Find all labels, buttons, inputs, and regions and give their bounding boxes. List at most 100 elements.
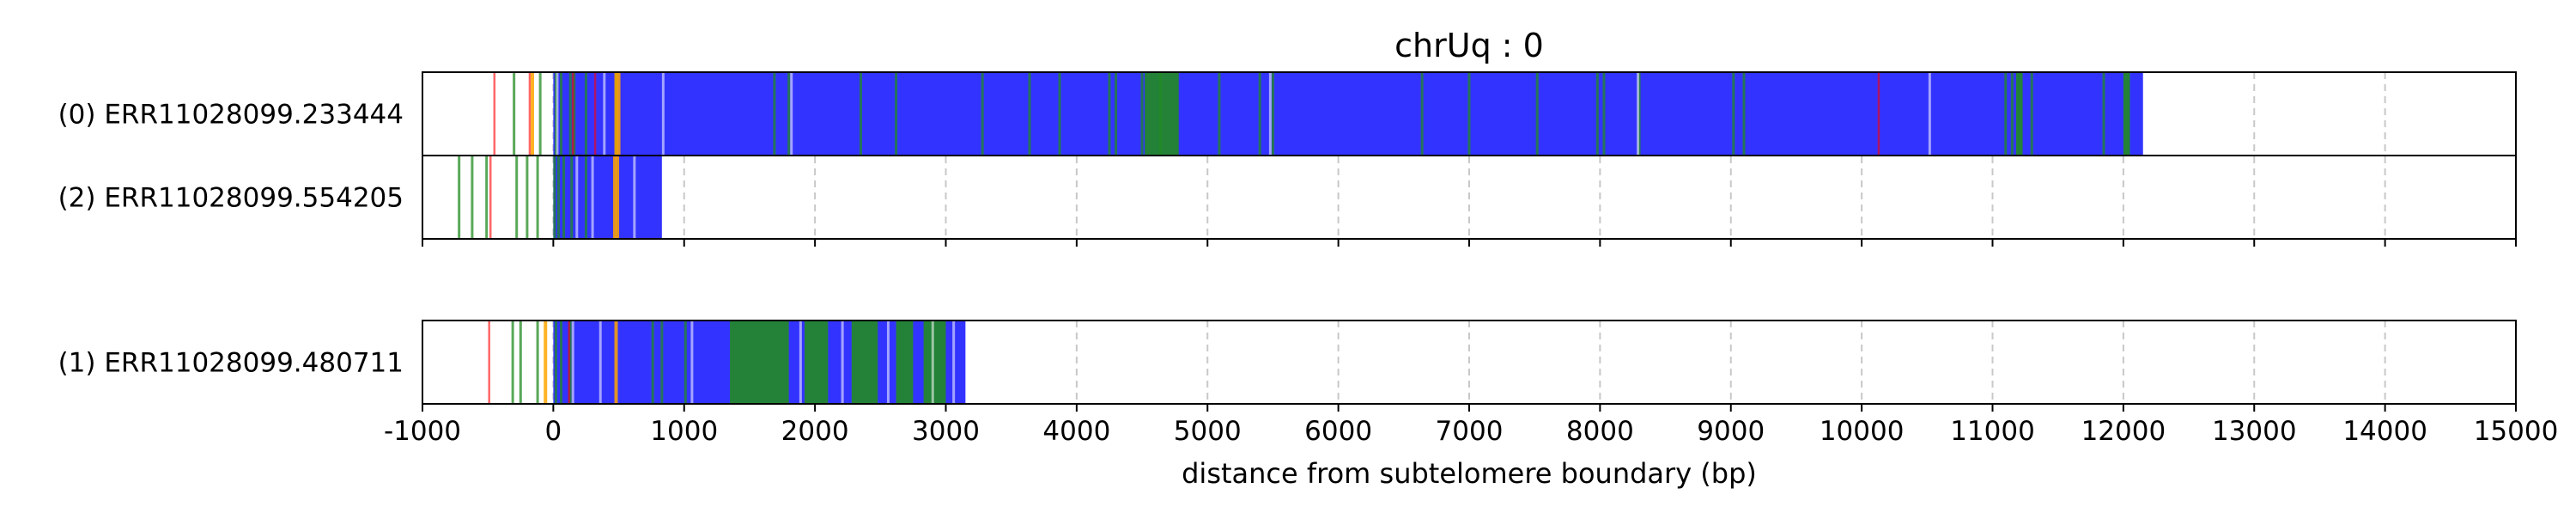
repeat-variant-tick [1732,72,1735,156]
x-tick-label: 5000 [1174,416,1242,447]
repeat-variant-tick [568,321,572,404]
repeat-variant-tick [2010,72,2014,156]
repeat-variant-span [896,321,914,404]
repeat-variant-tick [1140,72,1144,156]
repeat-variant-tick [683,321,687,404]
repeat-variant-tick [538,72,542,156]
gap-tick [931,321,934,404]
gap-tick [598,321,602,404]
repeat-variant-tick [553,156,556,239]
gap-tick [799,321,802,404]
telomeric-repeat-span [553,156,662,239]
mismatch-tick [1877,72,1880,156]
x-axis-label: distance from subtelomere boundary (bp) [1182,457,1757,490]
repeat-variant-tick [981,72,984,156]
gap-tick [952,321,956,404]
repeat-variant-tick [526,156,529,239]
repeat-variant-tick [536,321,539,404]
repeat-variant-tick [1602,72,1606,156]
repeat-variant-span [923,321,946,404]
gap-tick [1928,72,1931,156]
x-tick-label: 8000 [1566,416,1634,447]
insertion-tick [614,72,618,156]
repeat-variant-tick [554,72,557,156]
insertion-tick [616,156,620,239]
x-tick-label: 3000 [912,416,980,447]
gap-tick [571,321,574,404]
read-track: (0) ERR11028099.233444 [58,72,2143,156]
repeat-variant-tick [1467,72,1471,156]
gap-tick [633,156,636,239]
repeat-variant-span [730,321,789,404]
repeat-variant-tick [568,72,572,156]
x-tick-label: 1000 [650,416,718,447]
x-tick-label: -1000 [384,416,461,447]
repeat-variant-span [2123,72,2130,156]
mismatch-tick [493,72,496,156]
x-tick-label: 12000 [2081,416,2166,447]
repeat-variant-tick [511,321,514,404]
repeat-variant-tick [1115,72,1118,156]
repeat-variant-tick [560,321,563,404]
gap-tick [556,72,559,156]
read-label: (2) ERR11028099.554205 [58,183,404,214]
repeat-variant-tick [513,72,516,156]
gap-tick [575,156,579,239]
repeat-variant-tick [584,156,587,239]
repeat-variant-tick [573,72,576,156]
insertion-tick [617,72,621,156]
repeat-variant-tick [1218,72,1221,156]
repeat-variant-tick [895,72,898,156]
gap-tick [1637,72,1640,156]
repeat-variant-tick [1742,72,1746,156]
gap-tick [790,72,793,156]
repeat-variant-tick [1028,72,1031,156]
read-label: (0) ERR11028099.233444 [58,100,404,131]
gap-tick [661,72,665,156]
repeat-variant-tick [1637,72,1641,156]
x-tick-label: 11000 [1950,416,2035,447]
repeat-variant-span [851,321,878,404]
repeat-variant-tick [1420,72,1424,156]
repeat-variant-tick [1158,72,1162,156]
mismatch-tick [528,72,532,156]
gap-tick [841,321,844,404]
read-label: (1) ERR11028099.480711 [58,348,404,379]
repeat-variant-tick [1258,72,1261,156]
read-track: (1) ERR11028099.480711 [58,321,966,404]
x-tick-label: 10000 [1820,416,1905,447]
mismatch-tick [593,72,597,156]
gap-tick [886,321,890,404]
insertion-tick [544,321,548,404]
repeat-variant-tick [2004,72,2008,156]
x-tick-label: 14000 [2342,416,2427,447]
repeat-variant-tick [554,321,557,404]
repeat-variant-tick [556,156,560,239]
repeat-variant-tick [515,156,519,239]
repeat-variant-span [2015,72,2023,156]
repeat-variant-tick [1271,72,1274,156]
repeat-variant-tick [536,156,539,239]
gap-tick [603,72,606,156]
repeat-variant-tick [2030,72,2033,156]
mismatch-tick [489,156,492,239]
repeat-variant-tick [651,321,654,404]
repeat-variant-tick [519,321,522,404]
mismatch-tick [488,321,490,404]
repeat-variant-tick [471,156,474,239]
repeat-variant-tick [584,72,587,156]
repeat-variant-tick [660,321,664,404]
mismatch-tick [568,321,570,404]
insertion-tick [530,72,534,156]
x-tick-label: 13000 [2212,416,2297,447]
repeat-variant-tick [570,156,574,239]
x-tick-label: 7000 [1436,416,1504,447]
x-tick-label: 9000 [1697,416,1765,447]
chart-title: chrUq : 0 [1394,27,1544,64]
reads-layer: (0) ERR11028099.233444 (2) ERR11028099.55… [58,72,2143,404]
repeat-variant-tick [773,72,776,156]
gap-tick [1268,72,1272,156]
gap-tick [690,321,694,404]
repeat-variant-tick [1108,72,1111,156]
